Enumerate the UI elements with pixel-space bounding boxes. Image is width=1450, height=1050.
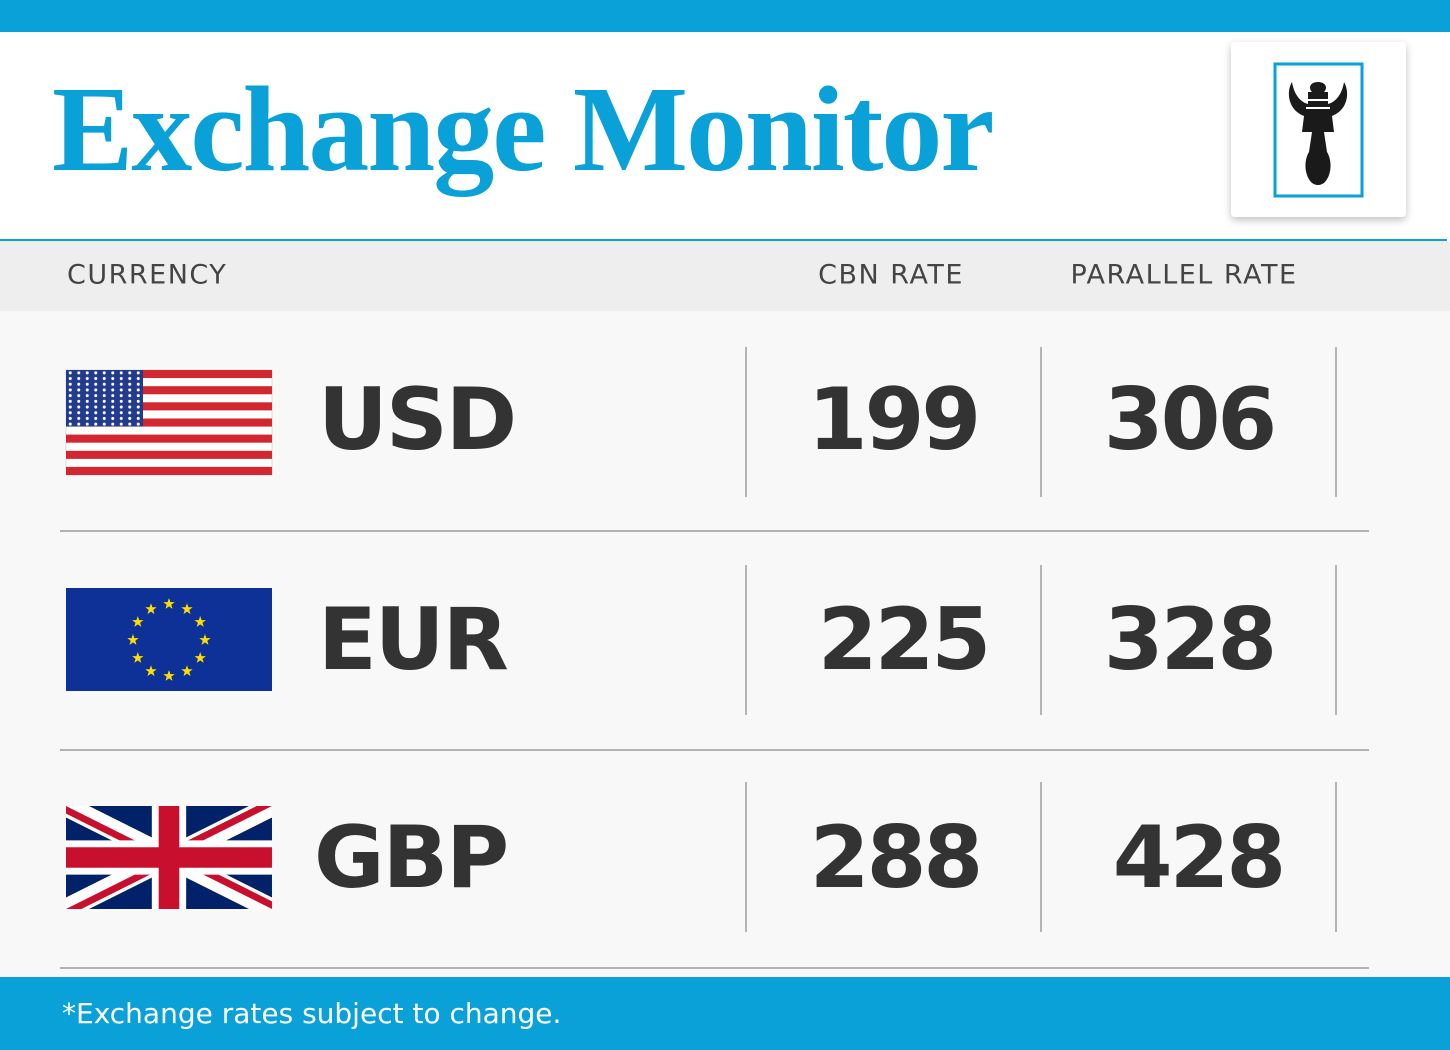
- eu-flag: [66, 588, 272, 691]
- cbn-rate: 288: [810, 808, 981, 908]
- top-bar: [0, 0, 1450, 32]
- divider: [0, 239, 1447, 241]
- column-header: CBN RATE: [818, 260, 964, 291]
- currency-code: EUR: [318, 590, 508, 690]
- cbn-rate: 225: [818, 590, 989, 690]
- grid-lines: [60, 347, 1369, 969]
- footer-note: *Exchange rates subject to change.: [62, 997, 561, 1030]
- parallel-rate: 428: [1113, 808, 1284, 908]
- cbn-rate: 199: [808, 370, 979, 470]
- uk-flag: [66, 806, 272, 909]
- parallel-rate: 306: [1104, 370, 1275, 470]
- column-header: CURRENCY: [67, 260, 227, 291]
- us-flag: [65, 369, 273, 476]
- header-row: [0, 241, 1450, 311]
- column-header: PARALLEL RATE: [1070, 260, 1297, 291]
- currency-code: GBP: [314, 808, 507, 908]
- parallel-rate: 328: [1104, 590, 1275, 690]
- currency-code: USD: [318, 370, 515, 470]
- footer-bar: [0, 977, 1450, 1050]
- logo: [1231, 42, 1406, 217]
- title: Exchange Monitor: [52, 62, 993, 197]
